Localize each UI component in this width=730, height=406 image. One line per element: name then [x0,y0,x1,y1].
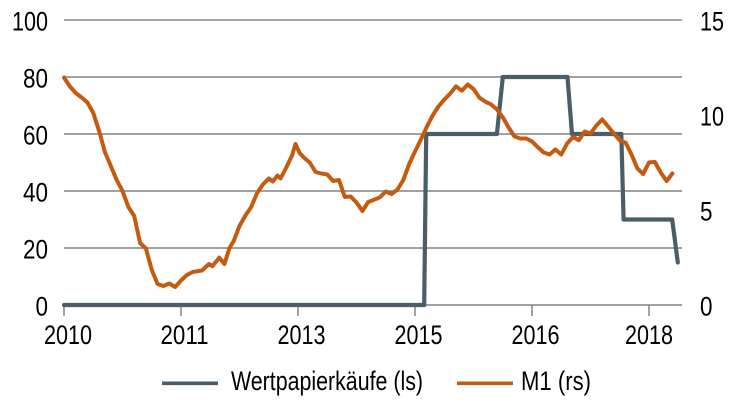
svg-text:Wertpapierkäufe (ls): Wertpapierkäufe (ls) [231,366,423,396]
svg-text:2016: 2016 [512,320,560,350]
svg-text:60: 60 [23,120,48,150]
svg-text:20: 20 [23,234,48,264]
svg-text:2011: 2011 [161,320,209,350]
svg-text:0: 0 [700,291,713,321]
svg-text:2010: 2010 [44,320,92,350]
svg-text:100: 100 [12,6,48,36]
svg-text:M1 (rs): M1 (rs) [521,366,591,396]
svg-text:0: 0 [36,291,49,321]
svg-text:15: 15 [700,6,724,36]
svg-text:80: 80 [23,63,48,93]
svg-text:2018: 2018 [625,320,673,350]
svg-text:2013: 2013 [278,320,326,350]
svg-text:40: 40 [23,177,48,207]
svg-text:5: 5 [700,196,713,226]
svg-text:10: 10 [700,101,724,131]
svg-text:2015: 2015 [395,320,443,350]
